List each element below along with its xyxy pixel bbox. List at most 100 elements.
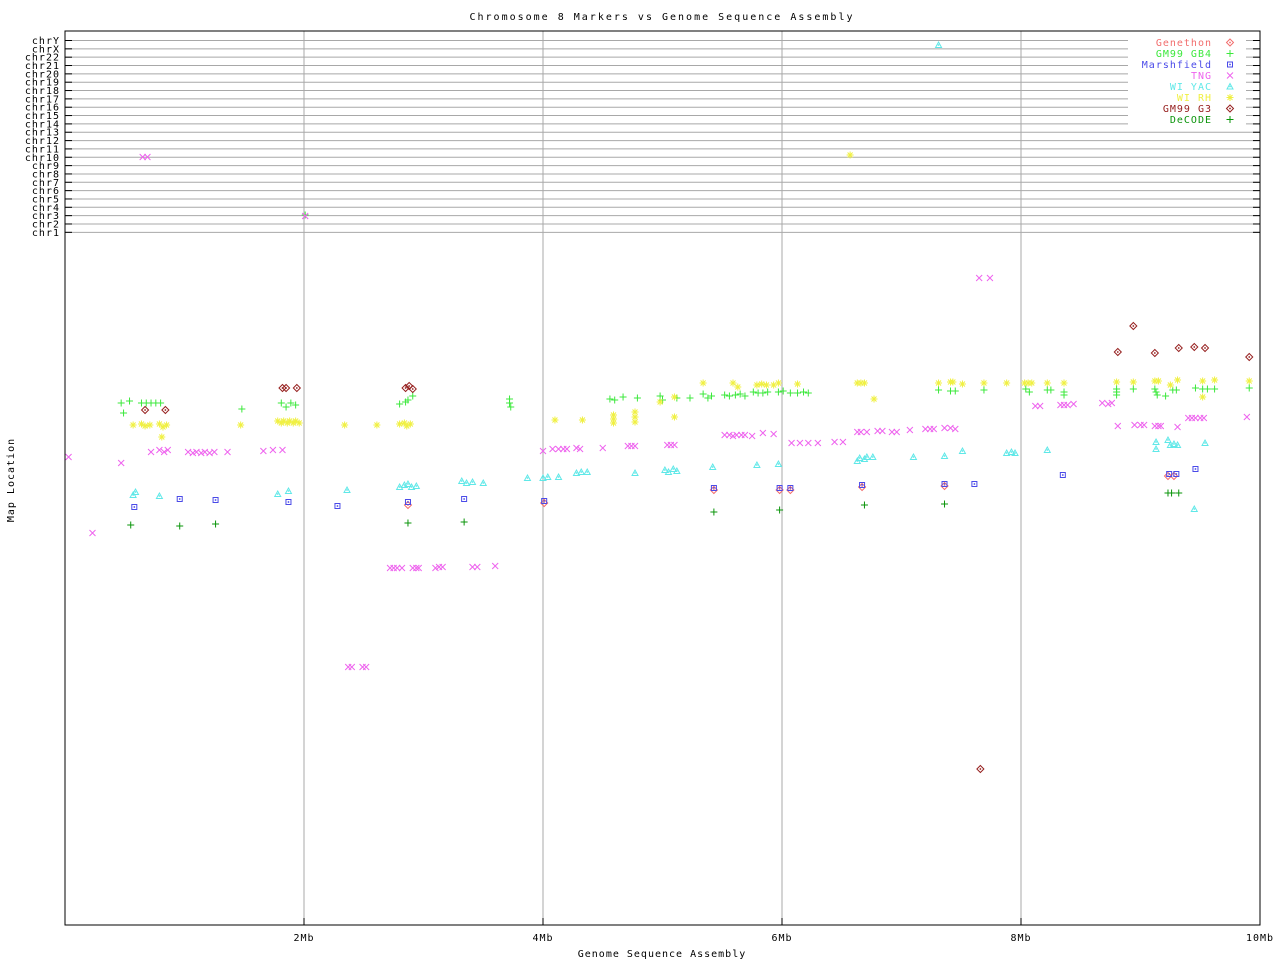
chromosome-label-chr21: chr21 [25, 61, 60, 72]
data-point-star [774, 379, 782, 387]
data-point-x [415, 564, 423, 572]
data-point-triangle [462, 478, 471, 486]
data-point-star [1199, 393, 1207, 401]
data-point-star [292, 417, 300, 425]
data-point-plus [277, 399, 285, 407]
data-point-plus [804, 389, 812, 397]
data-point-triangle [1201, 438, 1209, 446]
data-point-plus [704, 394, 712, 402]
data-point-plus [725, 392, 733, 400]
data-point-star [846, 151, 854, 159]
data-point-plus [1151, 385, 1159, 393]
data-point-plus [1153, 391, 1161, 399]
data-point-osquare [971, 481, 978, 487]
data-point-star [631, 413, 639, 421]
chromosome-label-chr12: chr12 [25, 136, 60, 147]
data-point-x [1192, 414, 1199, 422]
data-point-plus [776, 506, 784, 514]
data-point-plus [611, 396, 619, 404]
data-point-triangle [1152, 444, 1160, 452]
data-point-osquare [710, 485, 717, 491]
data-point-star [729, 379, 737, 387]
data-point-osquare [1173, 471, 1180, 477]
data-point-odiamond [976, 764, 985, 774]
chromosome-label-chr7: chr7 [32, 178, 60, 189]
data-point-x [814, 439, 822, 447]
data-point-x [156, 446, 163, 454]
chromosome-label-chr11: chr11 [25, 144, 60, 155]
data-point-star [631, 418, 639, 426]
data-point-triangle [863, 452, 871, 460]
data-point-x [804, 439, 812, 447]
data-point-plus [794, 389, 802, 397]
data-point-x [893, 428, 901, 436]
data-point-odiamond [401, 383, 410, 393]
data-point-triangle [753, 460, 761, 468]
data-point-triangle [1173, 440, 1182, 448]
data-point-plus [731, 391, 739, 399]
data-point-x [951, 425, 959, 433]
data-point-x [922, 425, 929, 433]
chromosome-label-chr15: chr15 [25, 111, 60, 122]
data-point-star [146, 421, 154, 429]
data-point-x [260, 447, 267, 455]
data-point-star [155, 420, 163, 428]
data-point-star [406, 420, 414, 428]
data-point-triangle [1011, 448, 1019, 456]
data-point-x [741, 431, 749, 439]
data-point-plus [764, 388, 772, 396]
data-point-odiamond [1113, 347, 1123, 357]
chromosome-label-chrY: chrY [32, 36, 60, 47]
data-point-triangle [1152, 437, 1160, 445]
data-point-x [941, 424, 948, 432]
data-point-star [159, 423, 167, 431]
data-point-triangle [155, 491, 164, 499]
data-point-x [1131, 421, 1138, 429]
data-point-plus [1168, 489, 1176, 497]
data-point-plus [1203, 385, 1211, 393]
series-gm99-g3 [140, 321, 1254, 774]
x-tick-label: 8Mb [1010, 933, 1031, 944]
data-point-x [1031, 402, 1039, 410]
data-point-star [286, 417, 294, 425]
data-point-odiamond [292, 383, 302, 393]
chromosome-label-chr22: chr22 [25, 53, 60, 64]
data-point-plus [120, 409, 128, 417]
data-point-odiamond [1225, 38, 1235, 47]
data-point-triangle [577, 467, 586, 475]
data-point-plus [1162, 392, 1170, 400]
data-point-x [770, 430, 777, 438]
data-point-plus [301, 211, 309, 219]
data-point-star [129, 421, 137, 429]
legend-background [1128, 34, 1246, 129]
data-point-plus [1113, 391, 1121, 399]
chromosome-label-chr4: chr4 [32, 203, 60, 214]
data-point-x [147, 448, 155, 456]
data-point-x [788, 439, 795, 447]
data-point-plus [396, 400, 404, 408]
data-point-x [89, 529, 96, 537]
data-point-odiamond [1225, 104, 1235, 113]
data-point-star [857, 379, 865, 387]
data-point-x [975, 274, 983, 282]
data-point-plus [1172, 386, 1180, 394]
data-point-star [1113, 378, 1121, 386]
data-point-x [65, 453, 72, 461]
chromosome-label-chr20: chr20 [25, 69, 60, 80]
data-point-star [770, 381, 778, 389]
data-point-plus [759, 389, 767, 397]
chromosome-label-chr13: chr13 [25, 128, 60, 139]
data-point-plus [1191, 384, 1199, 392]
data-point-x [874, 427, 881, 435]
data-point-odiamond [1190, 342, 1199, 352]
data-point-plus [980, 386, 988, 394]
data-point-triangle [343, 485, 351, 493]
chromosome-label-chr17: chr17 [25, 94, 60, 105]
data-point-osquare [334, 503, 341, 509]
chromosome-label-chr1: chr1 [32, 228, 60, 239]
data-point-x [555, 445, 562, 453]
data-point-plus [1047, 386, 1055, 394]
data-point-plus [282, 403, 290, 411]
data-point-triangle [457, 476, 466, 484]
